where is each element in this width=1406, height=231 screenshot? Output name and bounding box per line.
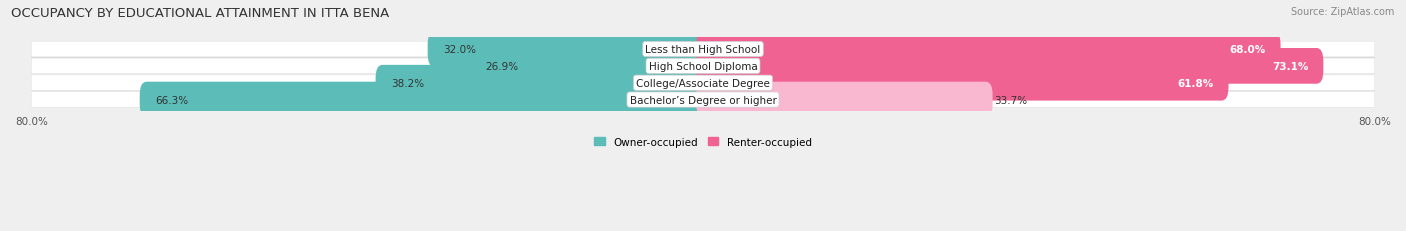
FancyBboxPatch shape [31,76,1375,91]
Text: 66.3%: 66.3% [155,95,188,105]
FancyBboxPatch shape [139,82,710,118]
FancyBboxPatch shape [696,49,1323,84]
Text: 68.0%: 68.0% [1229,45,1265,55]
Text: Bachelor’s Degree or higher: Bachelor’s Degree or higher [630,95,776,105]
FancyBboxPatch shape [375,66,710,101]
Text: High School Diploma: High School Diploma [648,62,758,72]
Text: 33.7%: 33.7% [994,95,1028,105]
Text: 26.9%: 26.9% [485,62,519,72]
Text: Less than High School: Less than High School [645,45,761,55]
Text: Source: ZipAtlas.com: Source: ZipAtlas.com [1291,7,1395,17]
Text: 73.1%: 73.1% [1272,62,1308,72]
Text: 61.8%: 61.8% [1177,78,1213,88]
FancyBboxPatch shape [696,32,1281,68]
FancyBboxPatch shape [471,49,710,84]
Text: 38.2%: 38.2% [391,78,423,88]
Text: 32.0%: 32.0% [443,45,475,55]
Text: OCCUPANCY BY EDUCATIONAL ATTAINMENT IN ITTA BENA: OCCUPANCY BY EDUCATIONAL ATTAINMENT IN I… [11,7,389,20]
FancyBboxPatch shape [31,92,1375,108]
FancyBboxPatch shape [696,82,993,118]
FancyBboxPatch shape [427,32,710,68]
FancyBboxPatch shape [31,42,1375,58]
Legend: Owner-occupied, Renter-occupied: Owner-occupied, Renter-occupied [595,137,811,147]
FancyBboxPatch shape [31,59,1375,74]
Text: College/Associate Degree: College/Associate Degree [636,78,770,88]
FancyBboxPatch shape [696,66,1229,101]
